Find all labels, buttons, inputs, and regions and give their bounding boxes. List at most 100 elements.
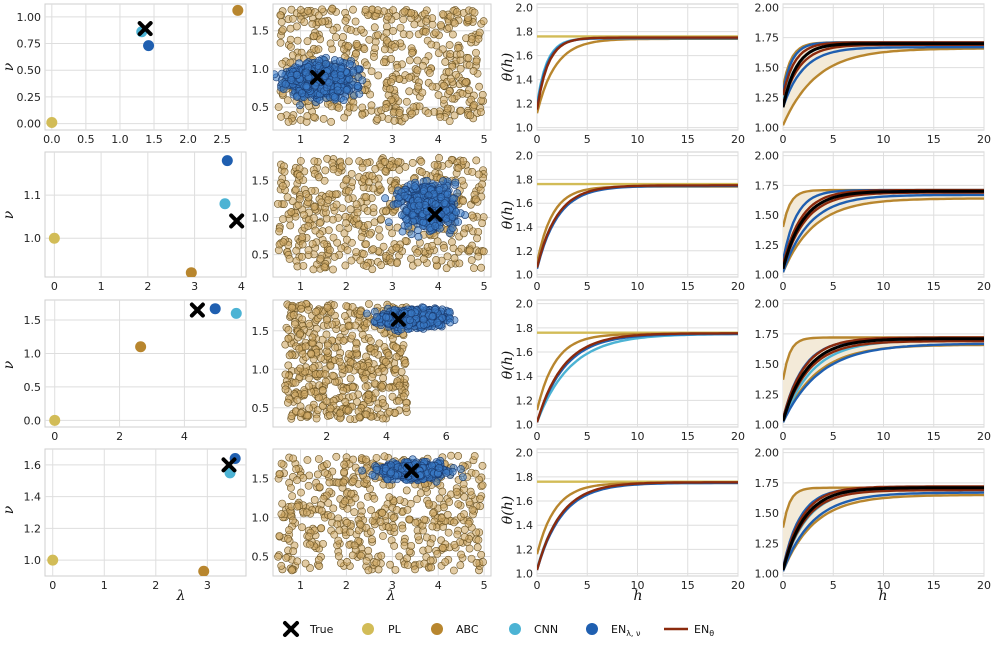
abc-sample-r2-c2-475 <box>320 240 329 248</box>
abc-sample-r2-c2-268 <box>474 252 483 261</box>
x-tick-label-r1-c2-0: 1 <box>297 133 304 146</box>
y-tick-label-r3-c1-0: 0.0 <box>24 414 42 427</box>
abc-sample-r2-c2-453 <box>355 157 364 166</box>
abc-sample-r4-c2-486 <box>379 480 388 489</box>
abc-sample-r2-c2-397 <box>468 211 476 220</box>
en-sample-r2-c2-163 <box>451 178 460 187</box>
abc-sample-r3-c2-420 <box>353 362 361 371</box>
abc-sample-r3-c2-423 <box>362 319 371 328</box>
abc-sample-r2-c2-513 <box>329 165 338 174</box>
abc-sample-r3-c2-327 <box>401 359 410 368</box>
abc-sample-r2-c2-489 <box>478 180 487 189</box>
en-sample-r2-c2-657 <box>443 190 452 199</box>
abc-sample-r2-c2-410 <box>465 246 474 255</box>
abc-sample-r4-c2-349 <box>362 455 370 464</box>
abc-sample-r3-c2-449 <box>385 407 394 416</box>
abc-sample-r2-c2-496 <box>459 229 468 238</box>
abc-sample-r1-c2-381 <box>347 26 355 34</box>
abc-sample-r1-c2-383 <box>405 30 414 39</box>
abc-sample-r3-c2-498 <box>326 404 335 413</box>
x-tick-label-r1-c4-2: 10 <box>877 133 891 146</box>
point-true-r4-c1 <box>221 457 237 473</box>
x-tick-label-r1-c2-1: 2 <box>343 133 350 146</box>
abc-sample-r2-c2-434 <box>299 210 308 219</box>
abc-sample-r3-c2-404 <box>355 413 364 422</box>
abc-sample-r1-c2-217 <box>475 82 484 91</box>
abc-sample-r2-c2-498 <box>457 244 466 253</box>
abc-sample-r4-c2-378 <box>310 496 319 504</box>
abc-sample-r1-c2-393 <box>373 115 382 123</box>
abc-sample-r2-c2-430 <box>296 195 304 204</box>
abc-sample-r4-c2-242 <box>288 492 297 501</box>
y-tick-label-r1-c3-1: 1.2 <box>516 98 534 111</box>
abc-sample-r3-c2-463 <box>371 389 380 398</box>
abc-sample-r2-c2-358 <box>315 173 323 182</box>
en-sample-r2-c2-568 <box>413 226 422 235</box>
en-sample-r2-c2-691 <box>435 186 444 194</box>
abc-sample-r1-c2-376 <box>308 20 317 28</box>
point-pl-r2-c1 <box>48 232 60 244</box>
x-tick-label-r2-c4-2: 10 <box>877 280 891 293</box>
abc-sample-r3-c2-475 <box>370 348 379 357</box>
x-tick-label-r1-c4-4: 20 <box>977 133 991 146</box>
y-tick-label-r1-c1-0: 0.00 <box>17 118 42 131</box>
x-tick-label-r3-c4-1: 5 <box>830 430 837 443</box>
point-en-lambda-nu-r3-c1 <box>209 303 221 315</box>
abc-sample-r3-c2-298 <box>362 352 370 361</box>
abc-sample-r1-c2-403 <box>472 57 481 66</box>
abc-sample-r1-c2-370 <box>439 81 448 90</box>
abc-sample-r1-c2-292 <box>418 88 427 97</box>
en-sample-r3-c2-645 <box>406 316 414 325</box>
en-sample-r3-c2-624 <box>373 312 381 321</box>
abc-sample-r4-c2-277 <box>467 554 476 563</box>
abc-sample-r1-c2-482 <box>408 49 416 57</box>
abc-sample-r4-c2-467 <box>420 515 429 524</box>
abc-sample-r1-c2-342 <box>410 20 419 29</box>
abc-sample-r4-c2-398 <box>384 523 393 532</box>
abc-sample-r1-c2-105 <box>380 45 389 54</box>
abc-sample-r2-c2-309 <box>474 227 483 236</box>
curve-en-theta-r1-c3-4 <box>537 36 738 110</box>
plot-area-r1-c3 <box>537 35 738 114</box>
abc-sample-r4-c2-380 <box>335 526 344 535</box>
abc-sample-r1-c2-507 <box>470 8 479 17</box>
abc-sample-r4-c2-285 <box>274 552 282 561</box>
abc-sample-r3-c2-429 <box>293 396 302 404</box>
point-true-r4-c1-stroke-b <box>221 457 237 473</box>
x-tick-label-r2-c3-4: 20 <box>731 280 745 293</box>
abc-sample-r1-c2-291 <box>351 17 360 26</box>
plot-area-r2-c2 <box>274 154 488 274</box>
en-sample-r1-c2-432 <box>273 70 279 79</box>
abc-sample-r2-c2-266 <box>477 263 486 272</box>
abc-sample-r2-c2-391 <box>333 238 342 247</box>
abc-sample-r1-c2-344 <box>465 61 474 70</box>
abc-sample-r3-c2-390 <box>362 410 371 419</box>
abc-sample-r4-c2-460 <box>292 465 301 474</box>
panel-frame-r1-c1 <box>44 3 247 131</box>
abc-sample-r3-c2-270 <box>361 382 370 391</box>
y-tick-label-r1-c3-4: 1.8 <box>516 26 534 39</box>
abc-sample-r3-c2-385 <box>300 390 309 398</box>
abc-sample-r1-c2-488 <box>309 113 318 121</box>
abc-sample-r2-c2-472 <box>342 219 350 227</box>
x-tick-label-r1-c3-0: 0 <box>534 133 541 146</box>
abc-sample-r3-c2-473 <box>283 398 292 407</box>
x-tick-label-r2-c1-3: 3 <box>191 280 198 293</box>
abc-sample-r4-c2-500 <box>479 558 487 566</box>
abc-sample-r4-c2-415 <box>357 551 365 560</box>
abc-sample-r1-c2-318 <box>278 59 287 68</box>
abc-sample-r1-c2-443 <box>286 58 295 67</box>
abc-sample-r2-c2-519 <box>347 170 356 178</box>
abc-sample-r2-c2-458 <box>316 254 325 263</box>
x-tick-label-r2-c4-4: 20 <box>977 280 991 293</box>
abc-sample-r2-c2-305 <box>292 185 300 194</box>
abc-sample-r2-c2-6 <box>401 162 410 171</box>
en-sample-r2-c2-699 <box>415 201 424 210</box>
abc-sample-r4-c2-219 <box>422 533 431 542</box>
en-sample-r1-c2-699 <box>325 78 333 87</box>
x-tick-label-r2-c2-0: 1 <box>297 280 304 293</box>
abc-sample-r1-c2-256 <box>327 102 336 111</box>
abc-sample-r2-c2-518 <box>280 167 289 176</box>
x-tick-label-r3-c4-3: 15 <box>927 430 941 443</box>
abc-sample-r2-c2-260 <box>375 232 384 241</box>
